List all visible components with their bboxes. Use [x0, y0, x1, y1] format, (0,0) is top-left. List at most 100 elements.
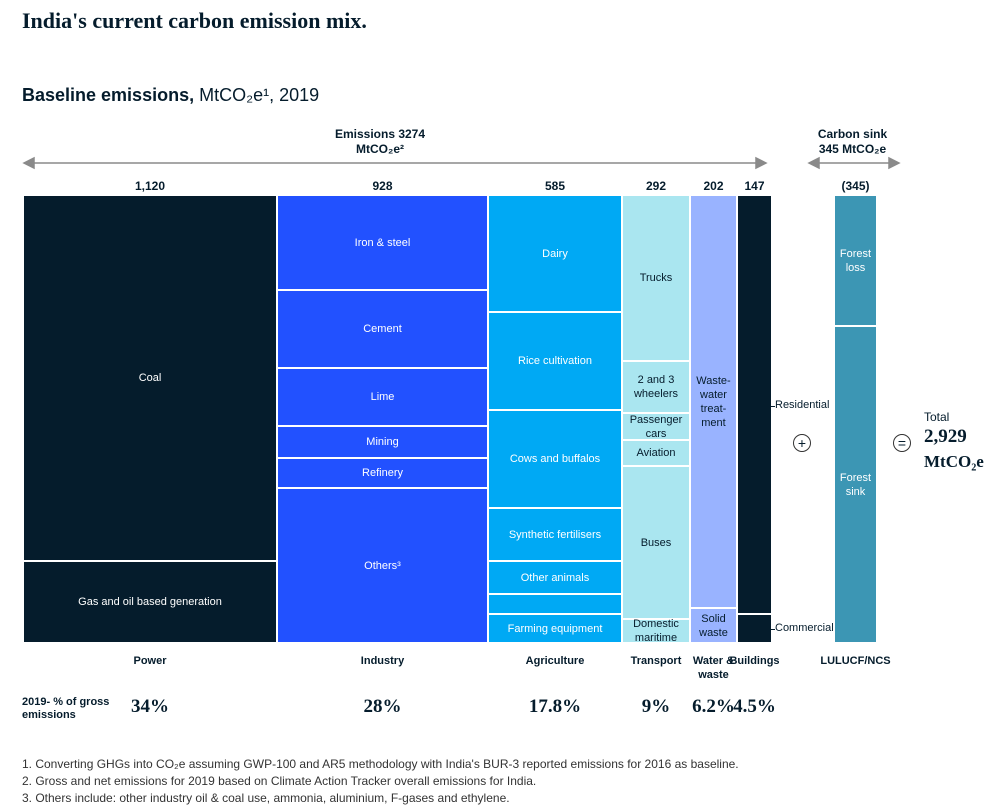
category-label-agriculture: Agriculture	[525, 655, 585, 667]
emissions-header-line1: Emissions 3274	[334, 127, 426, 141]
segment-label: Rice cultivation	[518, 355, 592, 367]
segment-lulucf-forest-loss: Forest loss	[835, 196, 876, 326]
callout-commercial: Commercial	[775, 622, 834, 634]
net-total-unit: MtCO₂e	[924, 452, 984, 471]
pct-label-agriculture: 17.8%	[528, 696, 582, 717]
column-total-agriculture: 585	[544, 179, 566, 193]
emissions-arrow-right	[755, 156, 768, 170]
pct-row-label: 2019- % of gross emissions	[22, 696, 110, 721]
footnote-2: 2. Gross and net emissions for 2019 base…	[22, 774, 537, 788]
segment-industry-cement: Cement	[278, 291, 487, 368]
callout-tick	[771, 406, 775, 407]
column-total-buildings: 147	[744, 179, 765, 193]
footnote-3: 3. Others include: other industry oil & …	[22, 791, 510, 805]
sink-header-line1: Carbon sink	[817, 127, 888, 141]
segment-industry-mining: Mining	[278, 427, 487, 458]
segment-buildings-residential	[738, 196, 771, 614]
segment-power-gas-and-oil-based-generation: Gas and oil based generation	[24, 562, 276, 642]
footnote-1: 1. Converting GHGs into CO₂e assuming GW…	[22, 757, 739, 771]
segment-industry-iron-steel: Iron & steel	[278, 196, 487, 290]
segment-label: Domestic maritime	[633, 618, 679, 644]
segment-transport-passenger-cars: Passenger cars	[623, 414, 689, 440]
column-total-transport: 292	[645, 179, 667, 193]
sink-arrow-left	[807, 156, 820, 170]
segment-label: Other animals	[520, 571, 590, 584]
segment-label: Dairy	[542, 247, 568, 260]
column-total-power: 1,120	[134, 179, 166, 193]
segment-label: Cement	[363, 323, 402, 335]
segment-label: Farming equipment	[507, 622, 603, 635]
net-total-label: Total	[924, 410, 950, 424]
segment-transport-2-and-3-wheelers: 2 and 3 wheelers	[623, 362, 689, 413]
emissions-header: Emissions 3274 MtCO₂e²	[300, 127, 460, 157]
callout-residential: Residential	[775, 399, 830, 411]
segment-transport-domestic-maritime: Domestic maritime	[623, 618, 689, 644]
segment-agriculture-other-animals: Other animals	[489, 562, 621, 594]
column-total-water: 202	[703, 179, 724, 193]
segment-label: Solid waste	[699, 612, 728, 639]
category-label-buildings: Buildings	[729, 655, 780, 667]
segment-label: Buses	[640, 536, 672, 549]
emissions-arrow-left	[22, 156, 35, 170]
segment-agriculture-farming-equipment: Farming equipment	[489, 615, 621, 642]
subtitle-rest: MtCO₂e¹, 2019	[194, 85, 320, 105]
segment-label: Refinery	[362, 467, 403, 479]
segment-label: Forest loss	[839, 247, 872, 274]
segment-water-waste-water-treat-ment: Waste-water treat-ment	[691, 196, 736, 608]
segment-transport-aviation: Aviation	[623, 441, 689, 466]
equals-icon: =	[893, 434, 911, 452]
segment-agriculture-blank-5	[489, 595, 621, 614]
segment-label: Waste-water treat-ment	[696, 374, 731, 429]
segment-label: Others³	[364, 559, 401, 572]
net-total-value: 2,929	[924, 426, 967, 447]
segment-label: Passenger cars	[629, 413, 683, 440]
sink-header: Carbon sink 345 MtCO₂e	[790, 127, 915, 157]
segment-industry-lime: Lime	[278, 369, 487, 426]
column-total-industry: 928	[372, 179, 393, 193]
segment-label: Forest sink	[839, 471, 872, 498]
segment-label: Aviation	[636, 447, 676, 459]
segment-agriculture-dairy: Dairy	[489, 196, 621, 312]
pct-label-industry: 28%	[363, 696, 402, 717]
segment-agriculture-cows-and-buffalos: Cows and buffalos	[489, 411, 621, 508]
segment-agriculture-synthetic-fertilisers: Synthetic fertilisers	[489, 509, 621, 561]
category-label-transport: Transport	[630, 655, 682, 667]
pct-label-transport: 9%	[641, 696, 671, 717]
category-label-power: Power	[133, 655, 167, 667]
segment-industry-refinery: Refinery	[278, 459, 487, 488]
segment-label: Lime	[370, 391, 395, 403]
category-label-industry: Industry	[360, 655, 405, 667]
emissions-header-line2: MtCO₂e²	[356, 142, 404, 156]
column-total-lulucf: (345)	[841, 179, 870, 193]
callout-tick	[771, 629, 775, 630]
segment-label: Cows and buffalos	[509, 453, 601, 465]
pct-label-power: 34%	[131, 696, 169, 717]
segment-label: 2 and 3 wheelers	[633, 374, 679, 400]
segment-transport-trucks: Trucks	[623, 196, 689, 361]
segment-agriculture-rice-cultivation: Rice cultivation	[489, 313, 621, 410]
category-label-water: Water & waste	[692, 655, 735, 681]
segment-label: Synthetic fertilisers	[508, 528, 602, 541]
segment-label: Gas and oil based generation	[78, 596, 222, 608]
segment-power-coal: Coal	[24, 196, 276, 561]
page-title: India's current carbon emission mix.	[22, 8, 367, 33]
category-label-lulucf: LULUCF/NCS	[820, 655, 891, 667]
sink-header-line2: 345 MtCO₂e	[818, 142, 887, 156]
segment-industry-others: Others³	[278, 489, 487, 642]
segment-label: Coal	[138, 372, 162, 384]
pct-label-water: 6.2%	[692, 696, 735, 717]
sink-arrow-right	[888, 156, 901, 170]
segment-buildings-commercial	[738, 615, 771, 642]
segment-label: Iron & steel	[354, 236, 411, 249]
chart-subtitle: Baseline emissions, MtCO₂e¹, 2019	[22, 85, 319, 106]
segment-label: Trucks	[639, 272, 673, 284]
plus-icon: +	[793, 434, 811, 452]
segment-water-solid-waste: Solid waste	[691, 609, 736, 642]
pct-label-buildings: 4.5%	[733, 696, 776, 717]
segment-label: Mining	[366, 436, 399, 448]
segment-transport-buses: Buses	[623, 467, 689, 619]
subtitle-bold: Baseline emissions,	[22, 85, 195, 105]
segment-lulucf-forest-sink: Forest sink	[835, 327, 876, 642]
